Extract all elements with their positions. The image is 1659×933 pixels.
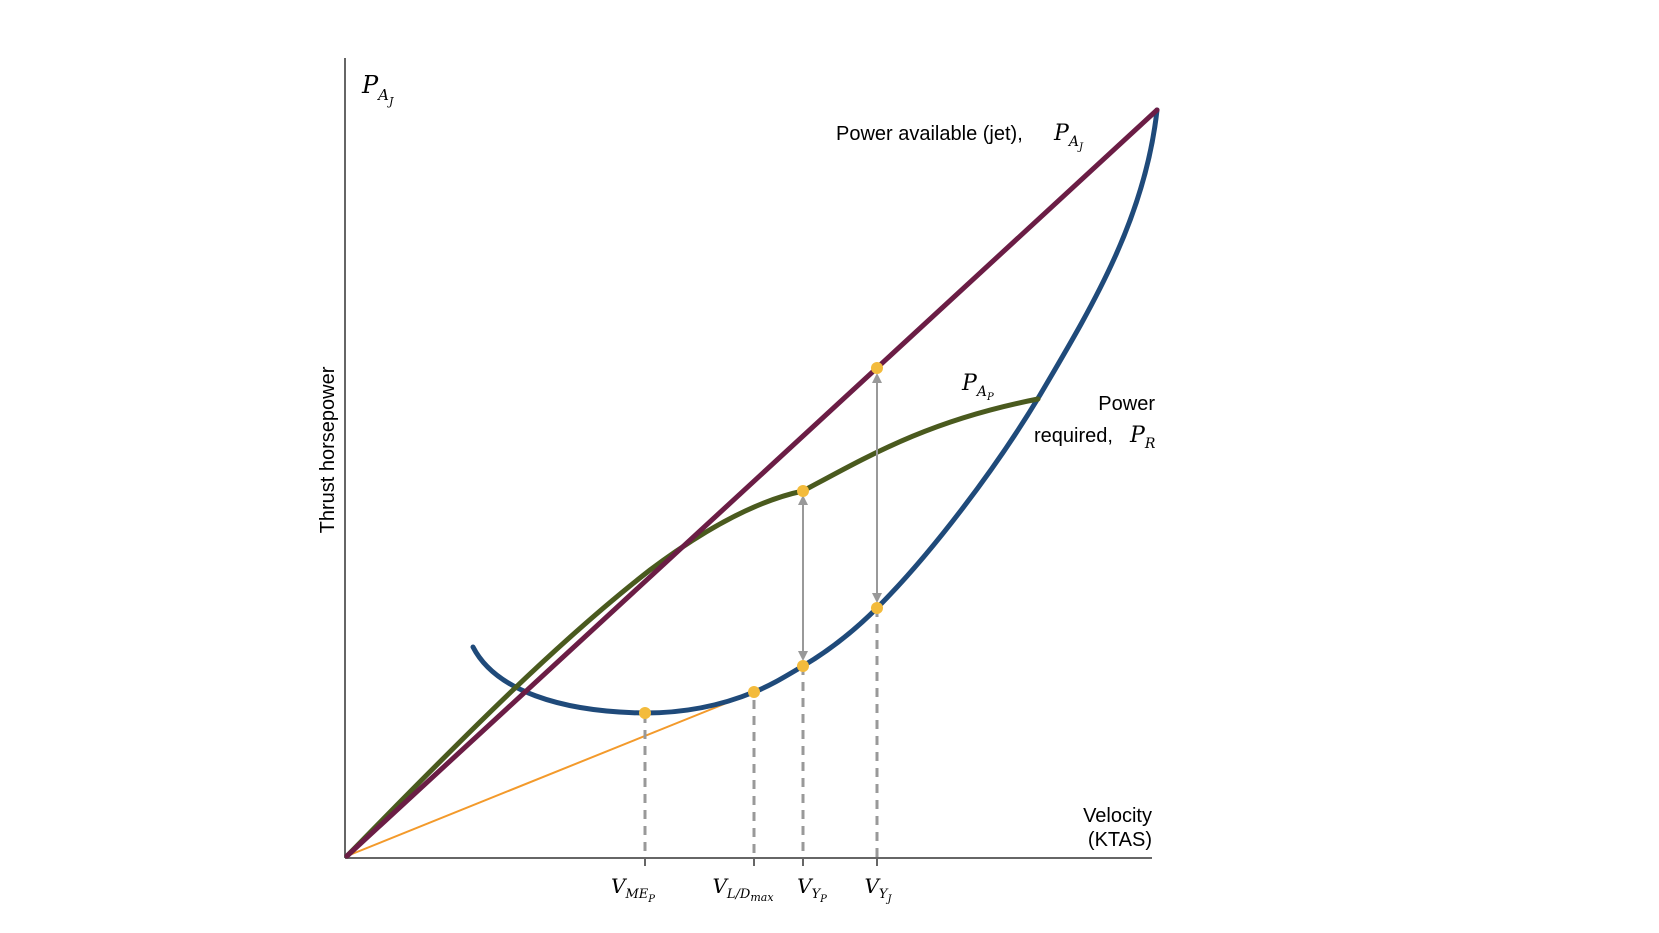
label-vyp: VYP bbox=[797, 874, 827, 905]
power-required-label-line1: Power bbox=[1098, 393, 1155, 415]
point-ld-max bbox=[748, 686, 760, 698]
tangent-line bbox=[346, 691, 755, 857]
label-vme: VMEP bbox=[611, 874, 655, 905]
point-vyp-required bbox=[797, 660, 809, 672]
power-available-jet-symbol: PAJ bbox=[1053, 121, 1084, 153]
label-vyj: VYJ bbox=[864, 874, 892, 905]
power-required-curve bbox=[470, 107, 1160, 716]
label-vld: VL/Dmax bbox=[712, 874, 774, 904]
y-axis-label: Thrust horsepower bbox=[317, 366, 339, 533]
x-axis-label-line2: (KTAS) bbox=[1088, 829, 1152, 851]
y-axis-symbol: PAJ bbox=[361, 71, 394, 108]
power-available-prop-label: PAP bbox=[961, 371, 994, 403]
power-required-label-line2: required, bbox=[1034, 425, 1113, 447]
point-vyp-available bbox=[797, 485, 809, 497]
x-axis-label-line1: Velocity bbox=[1083, 805, 1152, 827]
point-vyj-available bbox=[871, 362, 883, 374]
power-available-jet-line bbox=[344, 107, 1160, 859]
power-available-jet-label: Power available (jet), bbox=[836, 123, 1023, 145]
point-min-power bbox=[639, 707, 651, 719]
point-vyj-required bbox=[871, 602, 883, 614]
power-required-symbol: PR bbox=[1129, 423, 1156, 452]
power-available-prop-curve bbox=[344, 396, 1041, 859]
